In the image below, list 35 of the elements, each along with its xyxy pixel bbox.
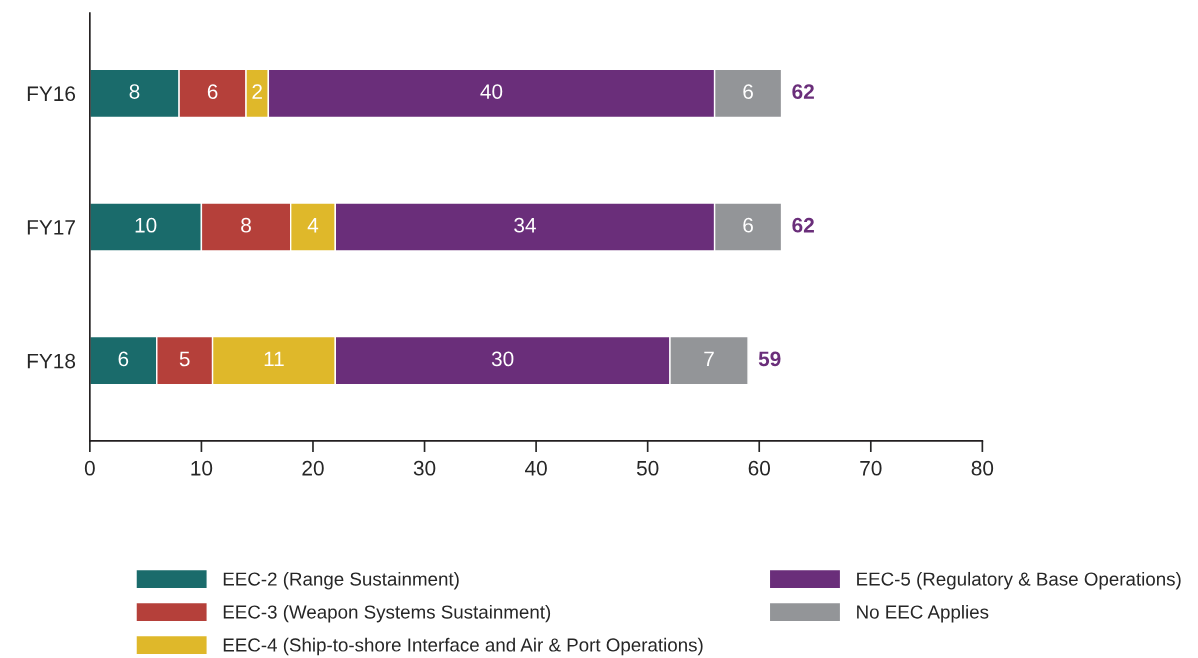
x-tick-label: 10 xyxy=(191,460,213,476)
data-label: 6 xyxy=(207,84,218,99)
total-label: 59 xyxy=(758,351,781,367)
data-label: 2 xyxy=(252,84,262,99)
data-label: 11 xyxy=(264,351,284,367)
data-label: 40 xyxy=(480,84,503,99)
data-label: 6 xyxy=(118,351,129,367)
x-tick-label: 20 xyxy=(302,460,324,476)
legend-label: EEC-5 (Regulatory & Base Operations) xyxy=(857,571,1181,590)
legend-label: EEC-3 (Weapon Systems Sustainment) xyxy=(223,604,551,623)
total-label: 62 xyxy=(792,217,814,233)
x-tick-label: 30 xyxy=(413,460,436,476)
data-label: 6 xyxy=(743,217,753,233)
x-tick-label: 40 xyxy=(525,460,547,476)
x-tick-label: 50 xyxy=(636,460,659,476)
y-tick-label: FY16 xyxy=(27,86,76,102)
data-label: 34 xyxy=(514,217,536,233)
total-label: 62 xyxy=(792,84,814,99)
x-tick-label: 60 xyxy=(748,460,771,476)
y-tick-label: FY18 xyxy=(27,353,76,369)
data-label: 6 xyxy=(743,84,753,99)
data-label: 4 xyxy=(307,218,319,233)
x-tick-label: 70 xyxy=(860,460,882,476)
y-tick-label: FY17 xyxy=(27,220,75,235)
x-tick-label: 80 xyxy=(971,460,994,476)
data-label: 10 xyxy=(135,217,157,233)
data-label: 5 xyxy=(179,351,190,367)
legend-label: No EEC Applies xyxy=(857,604,989,623)
data-label: 8 xyxy=(241,217,251,233)
x-tick-label: 0 xyxy=(84,460,95,476)
legend-label: EEC-4 (Ship-to-shore Interface and Air & Port Operations) xyxy=(223,637,703,656)
legend-label: EEC-2 (Range Sustainment) xyxy=(223,571,459,590)
data-label: 7 xyxy=(704,351,714,367)
data-label: 8 xyxy=(129,84,140,99)
data-label: 30 xyxy=(491,351,514,367)
